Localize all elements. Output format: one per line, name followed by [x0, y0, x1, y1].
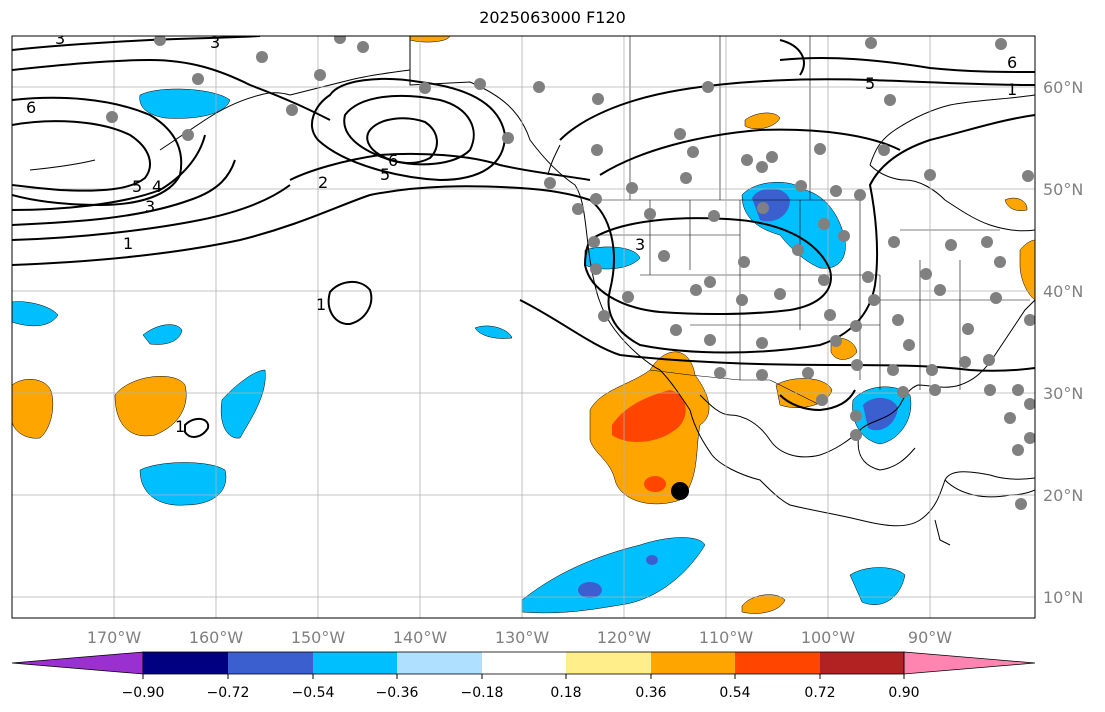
- negative-anomaly-region: [220, 369, 266, 439]
- lat-label: 50°N: [1043, 180, 1083, 199]
- negative-anomaly-region: [139, 462, 227, 506]
- colorbar-tick-label: 0.36: [635, 685, 666, 701]
- lon-label: 130°W: [495, 628, 550, 647]
- colorbar-segment: [228, 652, 313, 674]
- colorbar-extend-low: [11, 651, 144, 675]
- colorbar-tick-label: 0.54: [719, 685, 750, 701]
- negative-anomaly-region: [12, 301, 59, 327]
- contour-label: 1: [175, 417, 185, 436]
- colorbar-segment: [482, 652, 566, 674]
- strong-negative-anomaly: [646, 555, 658, 565]
- colorbar-tick-label: −0.90: [122, 685, 165, 701]
- lon-label: 100°W: [801, 628, 856, 647]
- map-title: 2025063000 F120: [479, 8, 626, 27]
- political-borders: [590, 36, 1030, 406]
- shaded-anomalies: [12, 36, 1035, 614]
- colorbar-segment: [735, 652, 820, 674]
- contour-labels: 3 3 6 6 5 4 3 1 2 6 5 3 1 1 1 5: [26, 29, 1017, 436]
- positive-anomaly-region: [1004, 197, 1028, 211]
- negative-anomaly-region: [849, 567, 906, 605]
- lat-label: 30°N: [1043, 384, 1083, 403]
- contour-label: 1: [123, 234, 133, 253]
- colorbar-segment: [820, 652, 904, 674]
- colorbar-extend-high: [903, 651, 1036, 675]
- colorbar-tick-label: −0.36: [376, 685, 419, 701]
- contour-label: 5: [865, 74, 875, 93]
- contour-label: 6: [26, 98, 36, 117]
- longitude-labels: 170°W 160°W 150°W 140°W 130°W 120°W 110°…: [87, 628, 952, 647]
- lon-label: 120°W: [597, 628, 652, 647]
- strong-positive-anomaly: [644, 476, 666, 492]
- contour-label: 3: [145, 197, 155, 216]
- contour-lines: [12, 36, 1035, 438]
- colorbar-segment: [566, 652, 651, 674]
- colorbar-tick-label: −0.54: [292, 685, 335, 701]
- lon-label: 160°W: [189, 628, 244, 647]
- latitude-labels: 60°N 50°N 40°N 30°N 20°N 10°N: [1043, 78, 1083, 607]
- strong-positive-anomaly: [612, 390, 686, 442]
- graticule: [12, 36, 1035, 618]
- lat-label: 40°N: [1043, 282, 1083, 301]
- storm-center-marker: [671, 482, 689, 500]
- station-markers: [106, 36, 1035, 510]
- colorbar-tick-label: 0.72: [804, 685, 835, 701]
- contour-label: 4: [152, 177, 162, 196]
- lon-label: 90°W: [908, 628, 952, 647]
- negative-anomaly-region: [521, 537, 706, 614]
- positive-anomaly-region: [114, 376, 187, 437]
- colorbar-tick-label: 0.90: [888, 685, 919, 701]
- contour-label: 1: [1007, 80, 1017, 99]
- colorbar-segment: [143, 652, 228, 674]
- lon-label: 150°W: [291, 628, 346, 647]
- colorbar-tick-label: −0.72: [207, 685, 250, 701]
- map-content: 3 3 6 6 5 4 3 1 2 6 5 3 1 1 1 5: [12, 29, 1035, 618]
- contour-label: 3: [210, 33, 220, 52]
- colorbar-segment: [651, 652, 735, 674]
- contour-label: 3: [55, 29, 65, 48]
- contour-label: 6: [1007, 53, 1017, 72]
- contour-label: 1: [316, 295, 326, 314]
- positive-anomaly-region: [1019, 239, 1035, 301]
- colorbar: −0.90 −0.72 −0.54 −0.36 −0.18 0.18 0.36 …: [11, 651, 1036, 701]
- colorbar-tick-label: −0.18: [461, 685, 504, 701]
- lat-label: 10°N: [1043, 588, 1083, 607]
- contour-label: 6: [388, 151, 398, 170]
- lat-label: 60°N: [1043, 78, 1083, 97]
- negative-anomaly-region: [139, 88, 231, 119]
- lon-label: 170°W: [87, 628, 142, 647]
- negative-anomaly-region: [142, 324, 183, 345]
- contour-label: 2: [318, 173, 328, 192]
- positive-anomaly-region: [12, 379, 54, 439]
- positive-anomaly-region: [744, 112, 781, 129]
- positive-anomaly-region: [741, 594, 786, 614]
- colorbar-ticks: [142, 674, 905, 679]
- contour-label: 5: [380, 165, 390, 184]
- contour-label: 5: [132, 177, 142, 196]
- colorbar-segment: [397, 652, 482, 674]
- strong-negative-anomaly: [863, 397, 898, 431]
- lon-label: 110°W: [699, 628, 754, 647]
- map-frame: [11, 35, 1036, 619]
- contour-label: 3: [635, 235, 645, 254]
- colorbar-segment: [313, 652, 397, 674]
- lon-label: 140°W: [393, 628, 448, 647]
- strong-negative-anomaly: [578, 582, 602, 598]
- colorbar-tick-label: 0.18: [550, 685, 581, 701]
- negative-anomaly-region: [474, 325, 513, 339]
- lat-label: 20°N: [1043, 486, 1083, 505]
